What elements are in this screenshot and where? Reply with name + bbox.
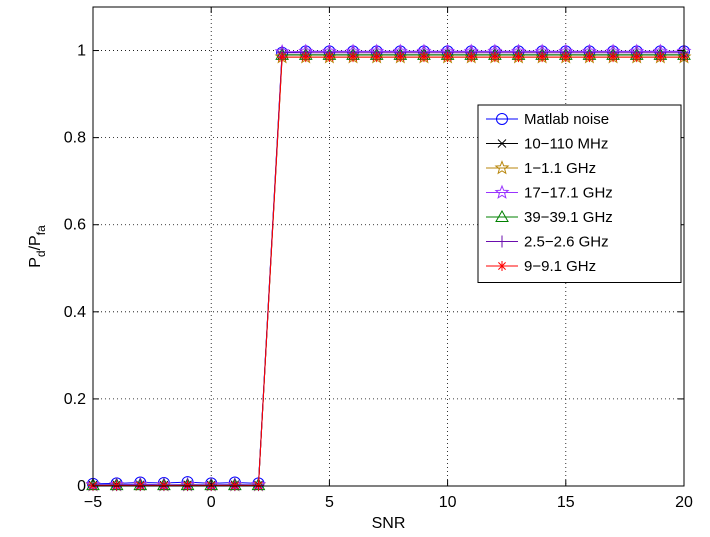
legend-entry: 9−9.1 GHz xyxy=(486,258,596,275)
legend-marker-icon xyxy=(494,184,510,199)
y-tick-label: 1 xyxy=(77,43,86,60)
legend-label: 1−1.1 GHz xyxy=(524,160,596,177)
x-tick-label: 20 xyxy=(675,494,693,511)
legend-label: 2.5−2.6 GHz xyxy=(524,234,609,251)
y-tick-label: 0.2 xyxy=(64,391,86,408)
data-point xyxy=(489,52,500,63)
legend-marker-icon xyxy=(495,209,509,222)
legend-box xyxy=(477,104,682,283)
legend-entry: 10−110 MHz xyxy=(486,136,608,153)
x-tick-label: 15 xyxy=(557,494,575,511)
legend-entry: 17−17.1 GHz xyxy=(486,185,613,202)
legend-label: 17−17.1 GHz xyxy=(524,185,613,202)
x-tick-label: 10 xyxy=(439,494,457,511)
data-point xyxy=(560,52,571,63)
legend-label: Matlab noise xyxy=(524,111,609,128)
y-tick-label: 0.4 xyxy=(64,304,86,321)
data-point xyxy=(324,52,335,63)
data-point xyxy=(300,52,311,63)
legend-entries: Matlab noise 10−110 MHz 1−1.1 GHz 17−17.1 G… xyxy=(486,111,613,275)
legend-marker-icon xyxy=(496,113,508,125)
data-point xyxy=(348,52,359,63)
legend-entry: 2.5−2.6 GHz xyxy=(486,234,609,251)
legend-marker-icon xyxy=(497,261,507,271)
x-tick-label: −5 xyxy=(84,494,102,511)
y-axis-title-sub-fa: fa xyxy=(34,225,48,235)
data-point xyxy=(655,52,666,63)
legend-marker-icon xyxy=(497,139,507,148)
y-axis-title-slash: /P xyxy=(27,235,44,250)
x-tick-label: 5 xyxy=(325,494,334,511)
x-axis-title: SNR xyxy=(372,515,406,532)
legend-marker-icon xyxy=(494,160,510,175)
data-point xyxy=(631,52,642,63)
data-point xyxy=(513,52,524,63)
legend: Matlab noise 10−110 MHz 1−1.1 GHz 17−17.1 G… xyxy=(477,104,682,283)
legend-label: 9−9.1 GHz xyxy=(524,258,596,275)
x-tick-label: 0 xyxy=(207,494,216,511)
plot-area-frame xyxy=(92,6,685,487)
legend-entry: 39−39.1 GHz xyxy=(486,209,613,226)
y-tick-label: 0.6 xyxy=(64,217,86,234)
y-axis-title-main: P xyxy=(27,257,44,268)
data-point xyxy=(277,52,288,63)
data-point xyxy=(537,52,548,63)
y-tick-label: 0.8 xyxy=(64,130,86,147)
data-point xyxy=(395,52,406,63)
legend-entry: 1−1.1 GHz xyxy=(486,160,596,177)
y-axis-title-sub-d: d xyxy=(34,250,48,257)
data-point xyxy=(608,52,619,63)
legend-label: 39−39.1 GHz xyxy=(524,209,613,226)
data-point xyxy=(418,52,429,63)
legend-label: 10−110 MHz xyxy=(524,136,608,153)
y-axis-title: Pd/Pfa xyxy=(27,225,48,268)
data-point xyxy=(371,52,382,63)
data-point xyxy=(442,52,453,63)
y-tick-label: 0 xyxy=(77,478,86,495)
series-layer xyxy=(85,43,692,492)
legend-entry: Matlab noise xyxy=(486,111,609,128)
data-point xyxy=(466,52,477,63)
data-point xyxy=(584,52,595,63)
legend-marker-icon xyxy=(497,235,507,248)
